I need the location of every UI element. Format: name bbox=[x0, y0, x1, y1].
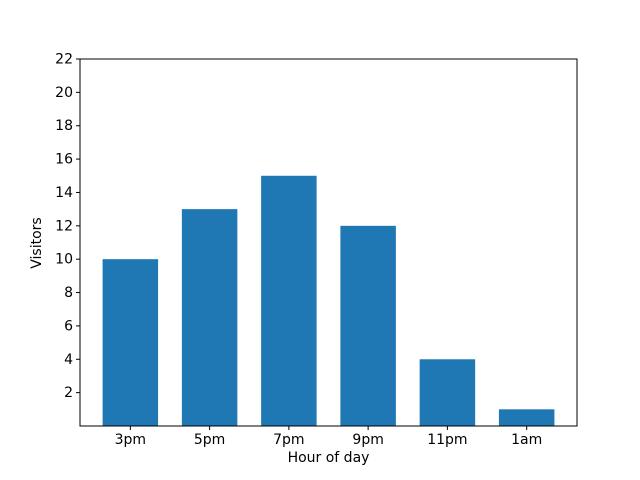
y-tick-label: 16 bbox=[55, 152, 73, 168]
y-tick-label: 14 bbox=[55, 185, 73, 201]
y-tick-label: 6 bbox=[64, 318, 73, 334]
y-tick-label: 4 bbox=[64, 352, 73, 368]
x-tick-label: 9pm bbox=[352, 432, 383, 448]
x-tick-label: 3pm bbox=[115, 432, 146, 448]
x-tick-label: 5pm bbox=[194, 432, 225, 448]
y-tick-label: 22 bbox=[55, 51, 73, 67]
y-tick-label: 18 bbox=[55, 118, 73, 134]
axes-spines bbox=[79, 58, 578, 427]
y-tick-label: 2 bbox=[64, 385, 73, 401]
bar-11pm bbox=[419, 359, 476, 426]
y-axis-label: Visitors bbox=[29, 217, 45, 269]
y-tick-label: 10 bbox=[55, 252, 73, 268]
y-tick-label: 12 bbox=[55, 218, 73, 234]
bar-3pm bbox=[102, 259, 159, 426]
x-tick-label: 7pm bbox=[273, 432, 304, 448]
bar-5pm bbox=[181, 209, 238, 426]
y-tick-label: 20 bbox=[55, 85, 73, 101]
x-axis-label: Hour of day bbox=[287, 450, 370, 466]
x-tick-label: 1am bbox=[511, 432, 542, 448]
x-tick-label: 11pm bbox=[427, 432, 467, 448]
y-tick-label: 8 bbox=[64, 285, 73, 301]
bar-1am bbox=[498, 409, 555, 426]
bar-9pm bbox=[340, 225, 396, 426]
bar-7pm bbox=[261, 175, 317, 426]
